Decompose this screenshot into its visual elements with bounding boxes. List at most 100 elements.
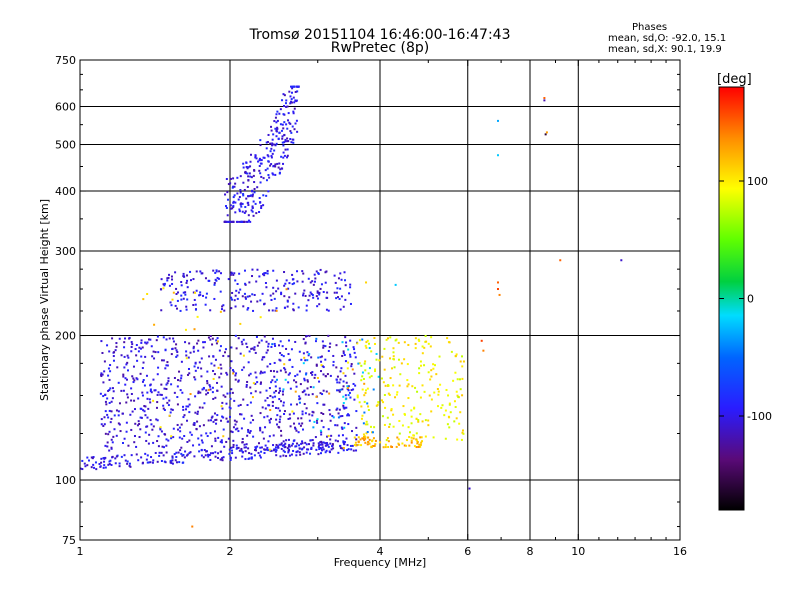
data-point <box>147 442 150 445</box>
data-point <box>98 463 101 466</box>
data-point <box>185 405 188 408</box>
data-point <box>249 175 252 178</box>
data-point <box>295 403 298 406</box>
data-point <box>153 389 156 392</box>
data-point <box>214 455 217 458</box>
data-point <box>292 412 295 415</box>
data-point <box>335 291 338 294</box>
data-point <box>160 393 163 396</box>
data-point <box>274 389 277 392</box>
data-point <box>373 336 376 339</box>
data-point <box>256 186 259 189</box>
data-point <box>266 365 269 368</box>
data-point <box>141 380 144 383</box>
data-point <box>273 361 276 364</box>
data-point <box>303 379 306 382</box>
data-point <box>243 211 246 214</box>
data-point <box>282 404 285 407</box>
data-point <box>280 434 283 437</box>
data-point <box>253 187 256 190</box>
data-point <box>177 451 180 454</box>
data-point <box>281 393 284 396</box>
data-point <box>179 389 182 392</box>
data-point <box>202 294 205 297</box>
data-point <box>187 398 190 401</box>
data-point <box>108 409 111 412</box>
data-point <box>252 419 255 422</box>
data-point <box>203 341 206 344</box>
data-point <box>174 347 177 350</box>
data-point <box>342 446 345 449</box>
data-point <box>184 328 187 331</box>
x-tick-label: 10 <box>571 545 585 558</box>
data-point <box>285 105 288 108</box>
data-point <box>415 432 418 435</box>
data-point <box>306 379 309 382</box>
data-point <box>287 140 290 143</box>
data-point <box>227 183 230 186</box>
data-point <box>288 358 291 361</box>
data-point <box>332 364 335 367</box>
data-point <box>342 441 345 444</box>
data-point <box>220 272 223 275</box>
data-point <box>232 273 235 276</box>
data-point <box>275 378 278 381</box>
data-point <box>260 162 263 165</box>
data-point <box>232 443 235 446</box>
data-point <box>280 155 283 158</box>
data-point <box>196 420 199 423</box>
data-point <box>407 397 410 400</box>
data-point <box>249 372 252 375</box>
data-point <box>271 142 274 145</box>
data-point <box>239 175 242 178</box>
data-point <box>302 352 305 355</box>
data-point <box>318 303 321 306</box>
data-point <box>253 169 256 172</box>
data-point <box>453 420 456 423</box>
data-point <box>157 391 160 394</box>
data-point <box>149 338 152 341</box>
data-point <box>194 303 197 306</box>
data-point <box>122 375 125 378</box>
data-point <box>291 442 294 445</box>
data-point <box>218 270 221 273</box>
data-point <box>287 417 290 420</box>
data-point <box>300 358 303 361</box>
data-point <box>257 160 260 163</box>
data-point <box>123 355 126 358</box>
data-point <box>244 210 247 213</box>
data-point <box>324 281 327 284</box>
data-point <box>319 429 322 432</box>
data-point <box>345 341 348 344</box>
data-point <box>293 379 296 382</box>
data-point <box>381 355 384 358</box>
data-point <box>305 451 308 454</box>
data-point <box>317 272 320 275</box>
data-point <box>305 309 308 312</box>
data-point <box>176 291 179 294</box>
data-point <box>318 291 321 294</box>
data-point <box>238 208 241 211</box>
data-point <box>279 455 282 458</box>
data-point <box>207 455 210 458</box>
data-point <box>297 431 300 434</box>
data-point <box>353 351 356 354</box>
data-point <box>180 377 183 380</box>
data-point <box>241 451 244 454</box>
data-point <box>357 441 360 444</box>
data-point <box>419 360 422 363</box>
data-point <box>263 416 266 419</box>
data-point <box>211 391 214 394</box>
data-point <box>218 349 221 352</box>
data-point <box>225 440 228 443</box>
data-point <box>362 433 365 436</box>
data-point <box>272 444 275 447</box>
data-point <box>377 401 380 404</box>
data-point <box>234 334 237 337</box>
data-point <box>183 414 186 417</box>
data-point <box>234 279 237 282</box>
data-point <box>319 392 322 395</box>
data-point <box>311 294 314 297</box>
data-point <box>259 181 262 184</box>
data-point <box>270 125 273 128</box>
